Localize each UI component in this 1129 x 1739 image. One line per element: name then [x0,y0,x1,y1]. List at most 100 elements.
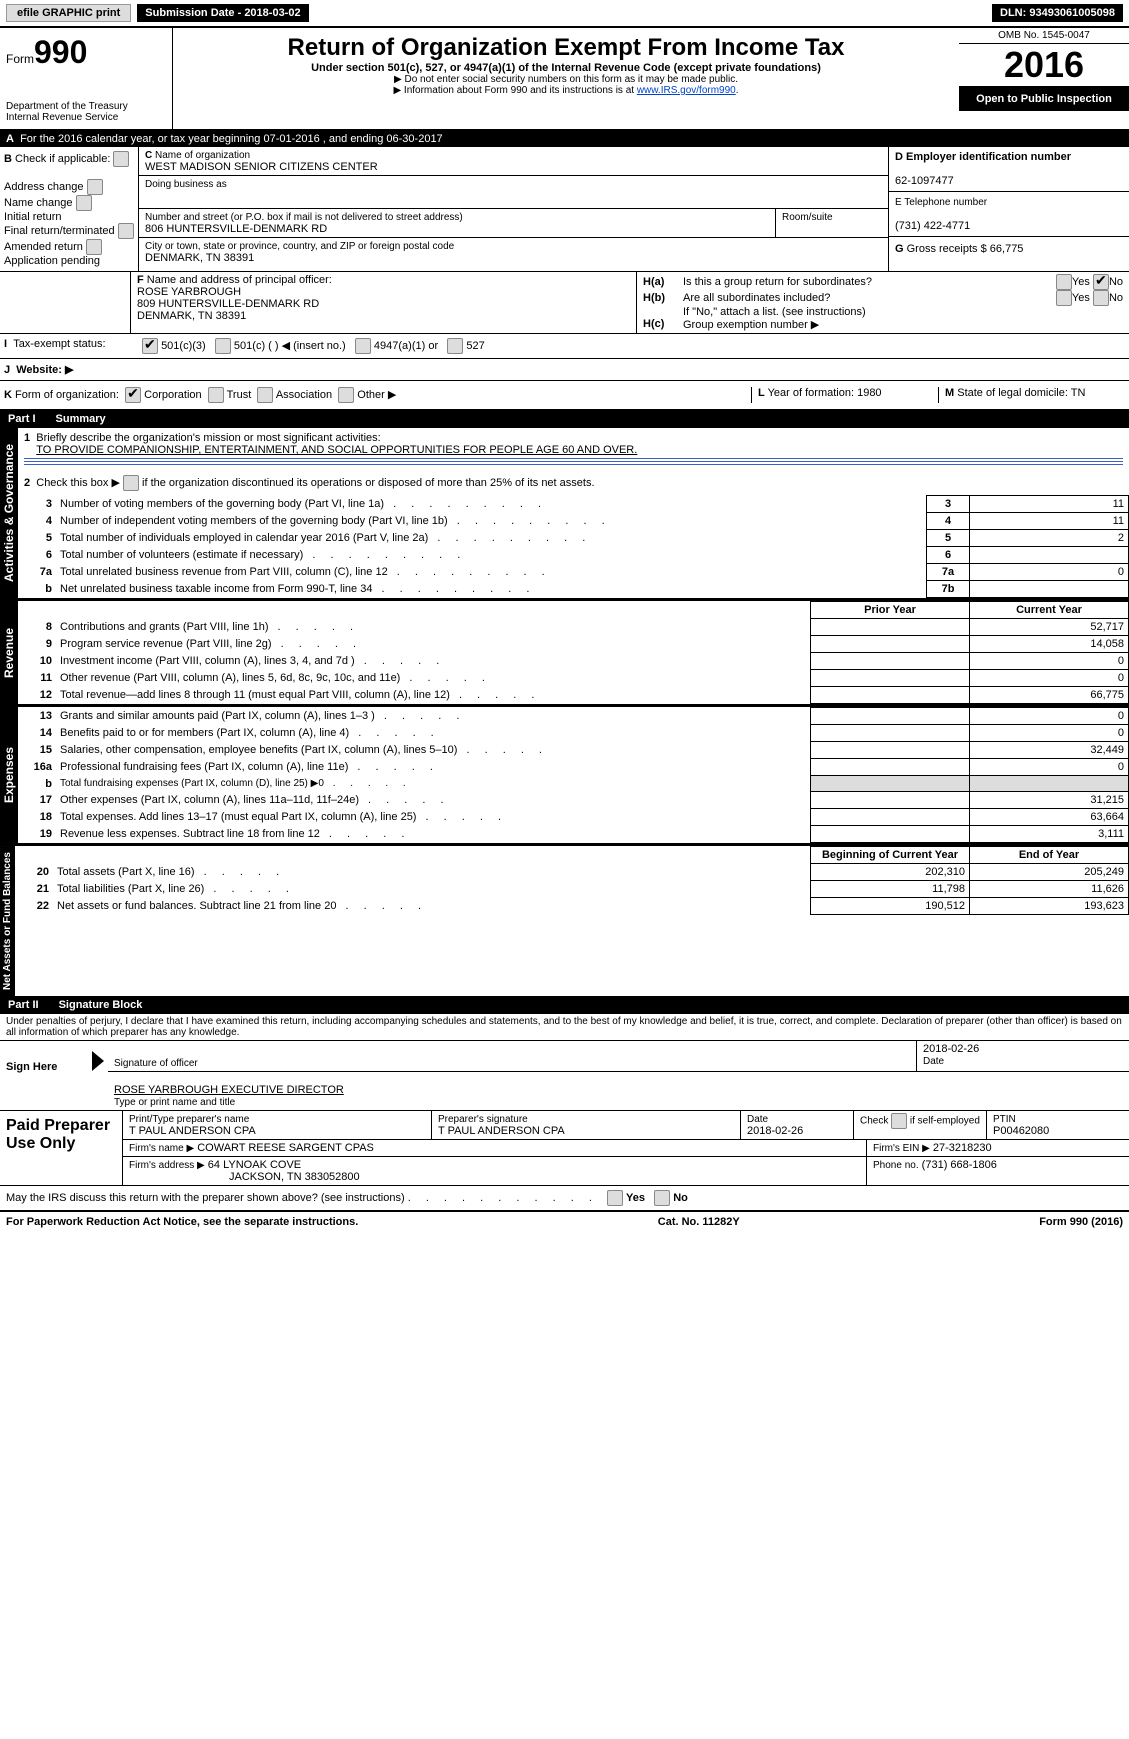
form-title: Return of Organization Exempt From Incom… [179,34,953,62]
phone-value: (731) 422-4771 [895,220,970,232]
form-header: Form990 Department of the Treasury Inter… [0,26,1129,131]
firm-name-label: Firm's name ▶ [129,1143,194,1154]
city-value: DENMARK, TN 38391 [145,252,254,264]
check-if-applicable: Check if applicable: [15,153,110,165]
501c-label: 501(c) ( ) ◀ (insert no.) [234,340,346,352]
date-label: Date [923,1056,944,1067]
form-subtitle-3-pre: ▶ Information about Form 990 and its ins… [393,85,636,96]
part-2-label: Part II [8,999,39,1011]
4947-label: 4947(a)(1) or [374,340,438,352]
cat-no: Cat. No. 11282Y [658,1216,740,1228]
section-deg-column: D Employer identification number 62-1097… [888,147,1129,271]
checkbox-addr-change[interactable] [87,179,103,195]
form-org-label: Form of organization: [15,389,119,401]
amended-return-label: Amended return [4,241,83,253]
vert-expenses: Expenses [0,707,18,843]
vert-activities: Activities & Governance [0,428,18,598]
efile-print-button[interactable]: efile GRAPHIC print [6,4,131,22]
checkbox-hb-no[interactable] [1093,290,1109,306]
section-a-bar: A For the 2016 calendar year, or tax yea… [0,131,1129,147]
no-label-2: No [1109,292,1123,304]
paperwork-notice: For Paperwork Reduction Act Notice, see … [6,1216,358,1228]
501c3-label: 501(c)(3) [161,340,206,352]
form-number: 990 [34,34,87,70]
netassets-table: Beginning of Current Year End of Year 20… [15,846,1129,915]
checkbox-final-return[interactable] [118,223,134,239]
penalty-text: Under penalties of perjury, I declare th… [0,1014,1129,1040]
irs-form990-link[interactable]: www.IRS.gov/form990 [637,85,736,96]
officer-street: 809 HUNTERSVILLE-DENMARK RD [137,298,319,310]
state-domicile-value: TN [1071,387,1086,399]
527-label: 527 [466,340,484,352]
ein-label: Employer identification number [906,151,1071,163]
other-label: Other ▶ [357,389,396,401]
officer-label: Name and address of principal officer: [147,274,332,286]
checkbox-self-employed[interactable] [891,1113,907,1129]
part-1-label: Part I [8,413,36,425]
officer-printed-name: ROSE YARBROUGH EXECUTIVE DIRECTOR [114,1084,344,1096]
street-value: 806 HUNTERSVILLE-DENMARK RD [145,223,327,235]
prep-name: T PAUL ANDERSON CPA [129,1125,256,1137]
checkbox-discuss-no[interactable] [654,1190,670,1206]
checkbox-527[interactable] [447,338,463,354]
line2-suffix: if the organization discontinued its ope… [139,477,595,489]
checkbox-applicable[interactable] [113,151,129,167]
part-2-header: Part II Signature Block [0,996,1129,1014]
checkbox-corp[interactable] [125,387,141,403]
type-name-label: Type or print name and title [114,1097,235,1108]
checkbox-501c3[interactable] [142,338,158,354]
room-suite-label: Room/suite [782,212,833,223]
year-formation-value: 1980 [857,387,881,399]
checkbox-4947[interactable] [355,338,371,354]
section-b-column: B Check if applicable: Address change Na… [0,147,139,271]
checkbox-amended[interactable] [86,239,102,255]
irs-label: Internal Revenue Service [6,112,166,123]
checkbox-hb-yes[interactable] [1056,290,1072,306]
year-formation-label: Year of formation: [768,387,854,399]
checkbox-ha-no[interactable] [1093,274,1109,290]
open-to-public: Open to Public Inspection [959,87,1129,111]
firm-ein-label: Firm's EIN ▶ [873,1143,930,1154]
org-name: WEST MADISON SENIOR CITIZENS CENTER [145,161,378,173]
discuss-no: No [673,1192,688,1204]
tax-exempt-label: Tax-exempt status: [13,338,105,350]
checkbox-line2[interactable] [123,475,139,491]
checkbox-assoc[interactable] [257,387,273,403]
checkbox-name-change[interactable] [76,195,92,211]
checkbox-trust[interactable] [208,387,224,403]
final-return-label: Final return/terminated [4,225,115,237]
checkbox-501c[interactable] [215,338,231,354]
prep-date: 2018-02-26 [747,1125,803,1137]
part-2-title: Signature Block [59,999,143,1011]
dba-label: Doing business as [145,179,227,190]
ein-value: 62-1097477 [895,175,954,187]
section-a-begin: For the 2016 calendar year, or tax year … [20,133,320,145]
yes-label-2: Yes [1072,292,1090,304]
governance-table: 3 Number of voting members of the govern… [18,495,1129,598]
footer-year: (2016) [1088,1216,1123,1228]
dept-treasury: Department of the Treasury [6,101,166,112]
firm-ein: 27-3218230 [933,1142,992,1154]
checkbox-discuss-yes[interactable] [607,1190,623,1206]
section-f: F Name and address of principal officer:… [131,272,637,333]
corp-label: Corporation [144,389,201,401]
checkbox-ha-yes[interactable] [1056,274,1072,290]
discuss-label: May the IRS discuss this return with the… [6,1192,405,1204]
line2-label: Check this box ▶ [36,477,123,489]
hb-note: If "No," attach a list. (see instruction… [643,306,1123,318]
omb-number: OMB No. 1545-0047 [959,28,1129,44]
dln-label: DLN: 93493061005098 [992,4,1123,22]
dots: . . . . . . . . . . . [408,1192,607,1204]
ptin-value: P00462080 [993,1125,1049,1137]
section-h: H(a) Is this a group return for subordin… [637,272,1129,333]
prep-sig: T PAUL ANDERSON CPA [438,1125,565,1137]
trust-label: Trust [227,389,252,401]
footer-form-label: Form [1039,1216,1070,1228]
checkbox-other[interactable] [338,387,354,403]
form-footer: For Paperwork Reduction Act Notice, see … [0,1210,1129,1232]
check-self-employed: Check [860,1116,891,1127]
firm-name: COWART REESE SARGENT CPAS [197,1142,374,1154]
addr-change-label: Address change [4,181,84,193]
firm-addr-2: JACKSON, TN 383052800 [129,1171,360,1183]
state-domicile-label: State of legal domicile: [957,387,1068,399]
